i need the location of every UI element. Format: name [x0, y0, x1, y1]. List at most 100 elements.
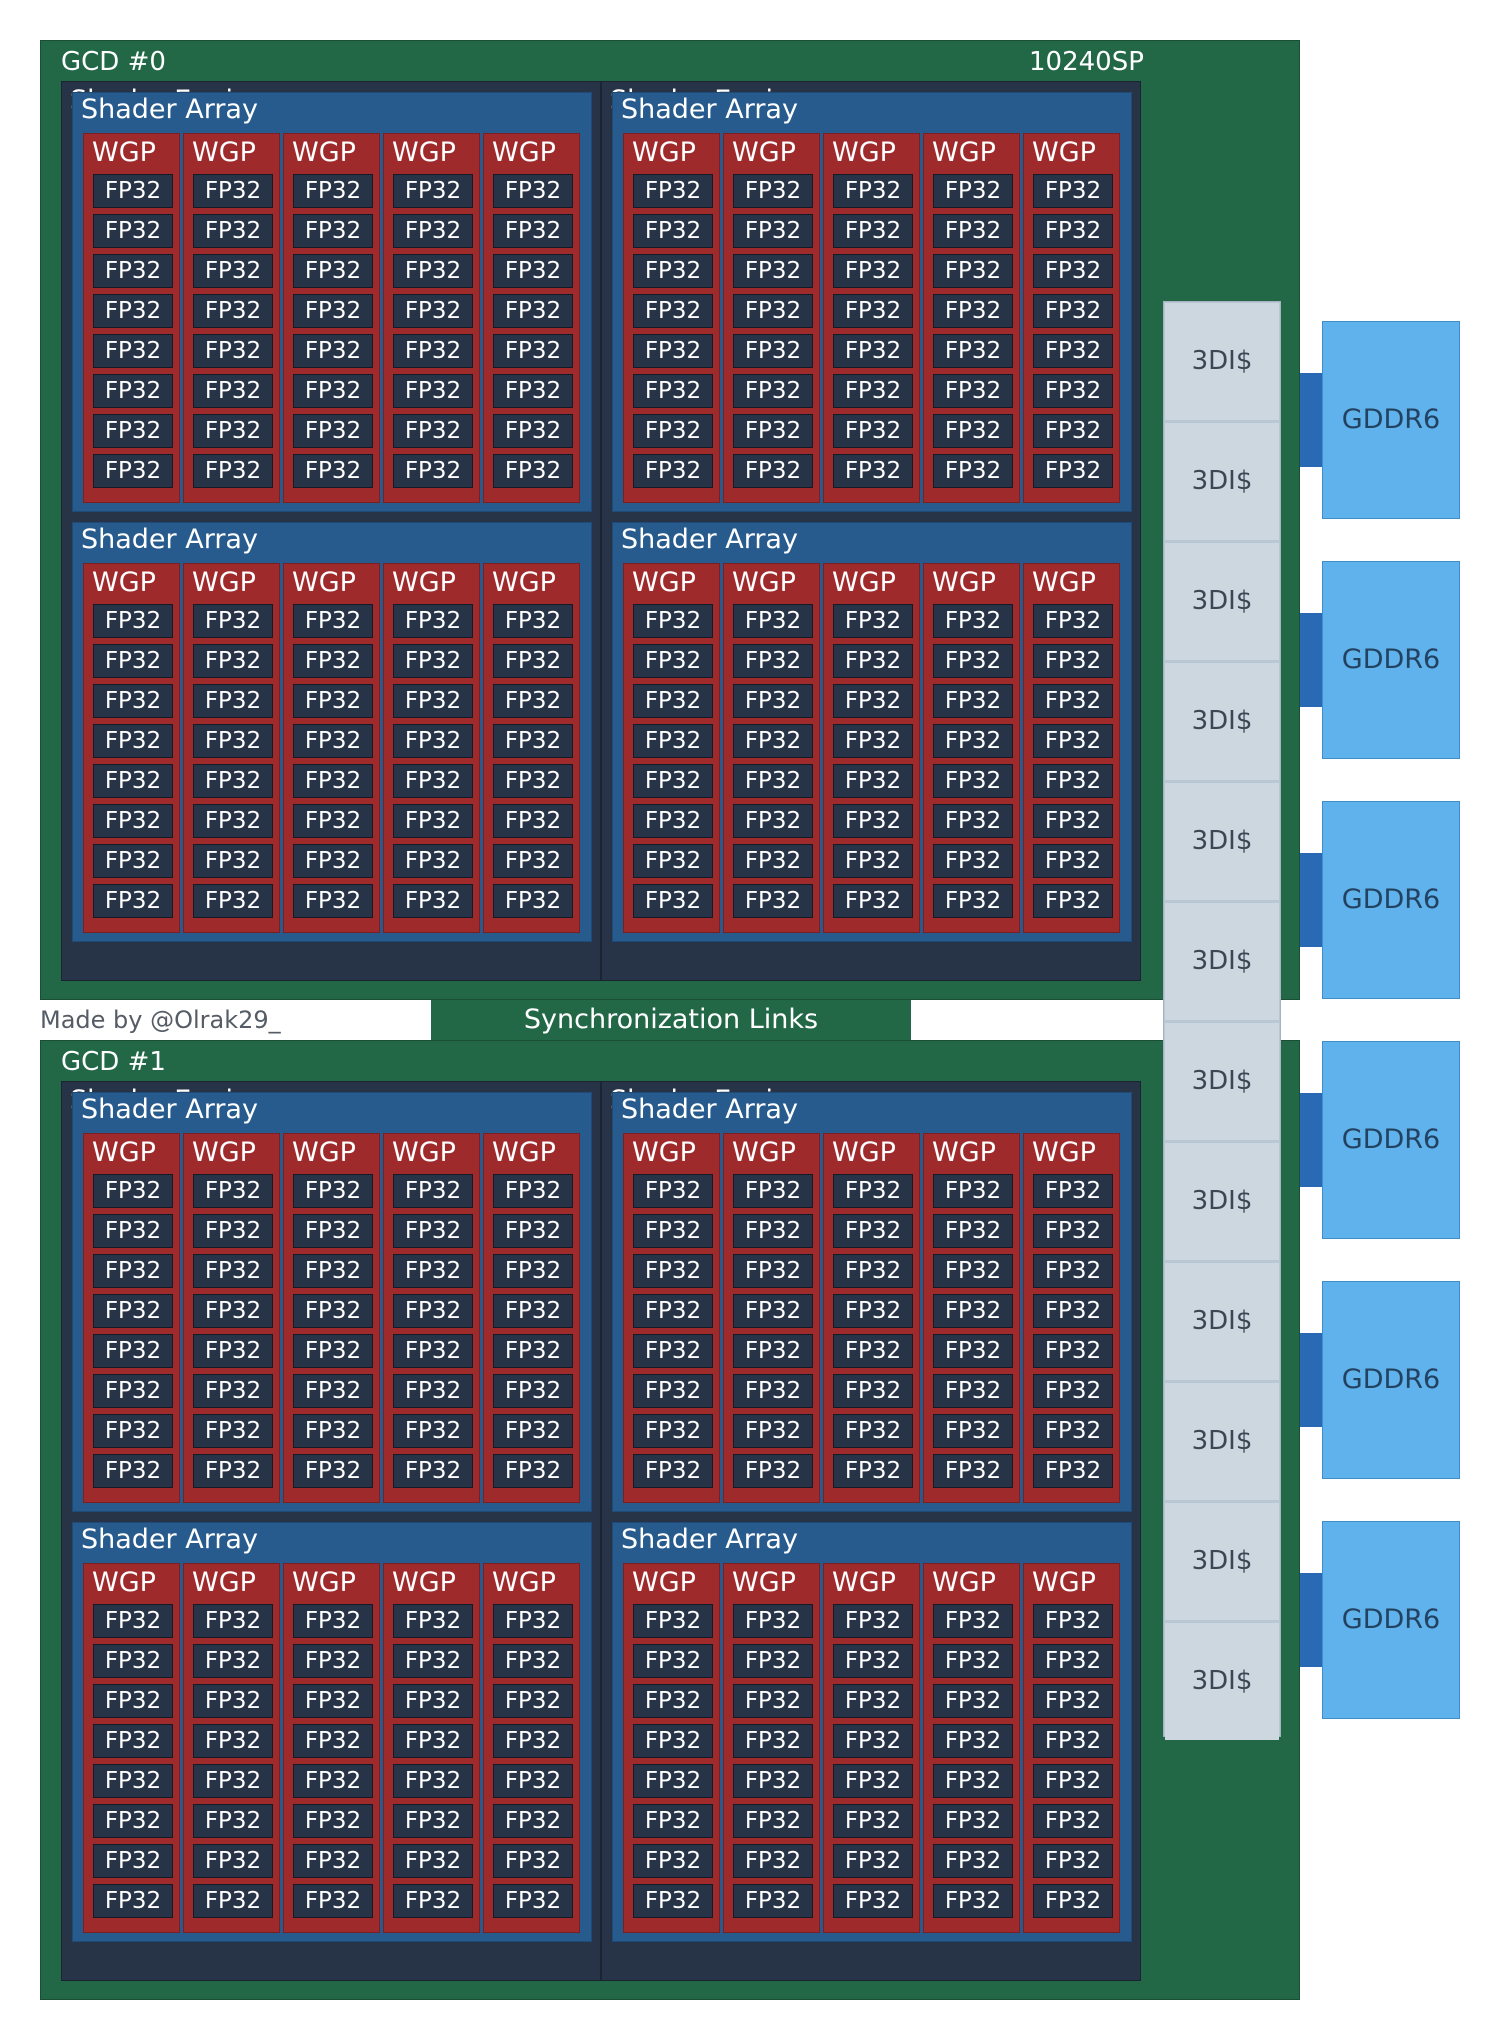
wgp-label: WGP	[392, 1567, 456, 1598]
fp32-unit: FP32	[93, 1764, 173, 1798]
wgp: WGP FP32 FP32 FP32 FP32 FP32 FP32 FP32 FP32	[1023, 1133, 1120, 1503]
fp32-unit: FP32	[493, 1174, 573, 1208]
fp32-unit: FP32	[293, 644, 373, 678]
fp32-unit: FP32	[93, 804, 173, 838]
wgp-label: WGP	[492, 1567, 556, 1598]
fp32-unit: FP32	[293, 294, 373, 328]
fp32-unit: FP32	[293, 1844, 373, 1878]
wgp-label: WGP	[732, 1567, 796, 1598]
fp32-unit: FP32	[733, 1334, 813, 1368]
memory-link	[1300, 1333, 1323, 1427]
fp32-unit: FP32	[293, 1684, 373, 1718]
synchronization-links: Synchronization Links	[431, 1000, 911, 1040]
shader-array-label: Shader Array	[81, 1524, 258, 1555]
fp32-unit: FP32	[393, 1334, 473, 1368]
fp32-unit: FP32	[393, 414, 473, 448]
fp32-unit: FP32	[1033, 454, 1113, 488]
wgp: WGP FP32 FP32 FP32 FP32 FP32 FP32 FP32 FP32	[483, 1133, 580, 1503]
wgp: WGP FP32 FP32 FP32 FP32 FP32 FP32 FP32 FP32	[723, 563, 820, 933]
credit-text: Made by @Olrak29_	[40, 1006, 281, 1034]
fp32-unit: FP32	[733, 604, 813, 638]
fp32-unit: FP32	[293, 1334, 373, 1368]
memory-link	[1300, 613, 1323, 707]
memory-link	[1300, 1573, 1323, 1667]
memory-link	[1300, 853, 1323, 947]
infinity-cache-slice: 3DI$	[1165, 543, 1279, 660]
fp32-unit: FP32	[933, 1764, 1013, 1798]
wgp: WGP FP32 FP32 FP32 FP32 FP32 FP32 FP32 FP32	[83, 563, 180, 933]
fp32-unit: FP32	[93, 1454, 173, 1488]
fp32-unit: FP32	[293, 1764, 373, 1798]
fp32-unit: FP32	[733, 294, 813, 328]
fp32-unit: FP32	[933, 1254, 1013, 1288]
fp32-unit: FP32	[393, 1724, 473, 1758]
fp32-unit: FP32	[393, 214, 473, 248]
wgp: WGP FP32 FP32 FP32 FP32 FP32 FP32 FP32 FP32	[823, 133, 920, 503]
fp32-unit: FP32	[93, 174, 173, 208]
fp32-unit: FP32	[193, 254, 273, 288]
fp32-unit: FP32	[293, 1414, 373, 1448]
wgp-label: WGP	[632, 137, 696, 168]
fp32-unit: FP32	[933, 1414, 1013, 1448]
wgp-label: WGP	[932, 1137, 996, 1168]
fp32-unit: FP32	[833, 1174, 913, 1208]
fp32-unit: FP32	[933, 1804, 1013, 1838]
wgp-label: WGP	[192, 567, 256, 598]
wgp-label: WGP	[632, 567, 696, 598]
fp32-unit: FP32	[933, 684, 1013, 718]
shader-array-label: Shader Array	[81, 524, 258, 555]
fp32-unit: FP32	[733, 214, 813, 248]
fp32-unit: FP32	[733, 1644, 813, 1678]
infinity-cache-slice: 3DI$	[1165, 1623, 1279, 1740]
fp32-unit: FP32	[733, 1414, 813, 1448]
stream-processor-count: 10240SP	[1029, 47, 1144, 77]
fp32-unit: FP32	[1033, 1214, 1113, 1248]
fp32-unit: FP32	[933, 1454, 1013, 1488]
fp32-unit: FP32	[393, 1414, 473, 1448]
fp32-unit: FP32	[193, 1294, 273, 1328]
wgp: WGP FP32 FP32 FP32 FP32 FP32 FP32 FP32 FP32	[723, 1133, 820, 1503]
shader-array-label: Shader Array	[81, 1094, 258, 1125]
fp32-unit: FP32	[833, 1844, 913, 1878]
fp32-unit: FP32	[193, 1684, 273, 1718]
fp32-unit: FP32	[493, 214, 573, 248]
wgp-label: WGP	[632, 1567, 696, 1598]
wgp: WGP FP32 FP32 FP32 FP32 FP32 FP32 FP32 FP32	[483, 563, 580, 933]
fp32-unit: FP32	[93, 884, 173, 918]
fp32-unit: FP32	[633, 844, 713, 878]
gddr6-memory: GDDR6	[1322, 801, 1460, 999]
fp32-unit: FP32	[633, 764, 713, 798]
fp32-unit: FP32	[733, 804, 813, 838]
wgp-label: WGP	[492, 1137, 556, 1168]
fp32-unit: FP32	[193, 684, 273, 718]
fp32-unit: FP32	[833, 1684, 913, 1718]
fp32-unit: FP32	[933, 214, 1013, 248]
fp32-unit: FP32	[493, 414, 573, 448]
fp32-unit: FP32	[933, 1604, 1013, 1638]
fp32-unit: FP32	[493, 1764, 573, 1798]
fp32-unit: FP32	[393, 804, 473, 838]
fp32-unit: FP32	[933, 1884, 1013, 1918]
wgp: WGP FP32 FP32 FP32 FP32 FP32 FP32 FP32 FP32	[383, 1563, 480, 1933]
wgp-label: WGP	[1032, 137, 1096, 168]
fp32-unit: FP32	[293, 684, 373, 718]
wgp-label: WGP	[92, 1567, 156, 1598]
fp32-unit: FP32	[1033, 374, 1113, 408]
fp32-unit: FP32	[733, 844, 813, 878]
fp32-unit: FP32	[833, 254, 913, 288]
wgp: WGP FP32 FP32 FP32 FP32 FP32 FP32 FP32 FP32	[283, 1133, 380, 1503]
wgp-label: WGP	[832, 1137, 896, 1168]
fp32-unit: FP32	[393, 1804, 473, 1838]
fp32-unit: FP32	[293, 1374, 373, 1408]
wgp-label: WGP	[92, 1137, 156, 1168]
fp32-unit: FP32	[393, 1764, 473, 1798]
fp32-unit: FP32	[293, 214, 373, 248]
fp32-unit: FP32	[1033, 764, 1113, 798]
fp32-unit: FP32	[493, 1684, 573, 1718]
fp32-unit: FP32	[733, 1604, 813, 1638]
fp32-unit: FP32	[393, 1604, 473, 1638]
memory-link	[1300, 373, 1323, 467]
fp32-unit: FP32	[93, 1604, 173, 1638]
fp32-unit: FP32	[193, 1724, 273, 1758]
shader-array: Shader Array WGP FP32 FP32 FP32 FP32 FP32 FP32 F…	[72, 92, 592, 512]
